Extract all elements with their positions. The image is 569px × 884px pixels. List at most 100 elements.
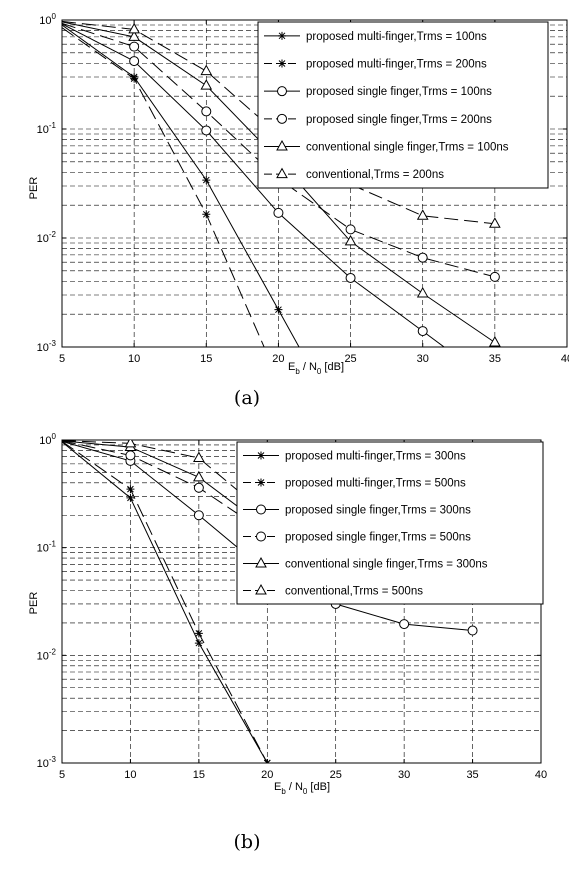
x-tick-label: 5 <box>59 353 65 365</box>
legend-label: proposed single finger,Trms = 200ns <box>306 114 492 126</box>
triangle-marker <box>276 139 288 151</box>
circle-marker <box>417 326 428 337</box>
circle-marker <box>467 625 478 636</box>
y-tick-label: 10-3 <box>37 755 57 770</box>
legend-box <box>257 21 549 189</box>
circle-marker <box>277 86 287 97</box>
triangle-marker <box>489 217 501 228</box>
star-marker <box>278 59 286 68</box>
legend-item: conventional single finger,Trms = 300ns <box>243 556 488 571</box>
triangle-marker <box>200 64 213 76</box>
plot-area <box>61 19 568 348</box>
star-marker <box>278 31 286 40</box>
legend-label: proposed single finger,Trms = 100ns <box>306 86 492 98</box>
data-point <box>344 234 357 246</box>
triangle-marker <box>416 286 429 298</box>
star-marker <box>274 305 283 314</box>
x-tick-label: 40 <box>561 353 569 365</box>
data-point <box>200 64 213 76</box>
triangle-marker <box>489 335 501 347</box>
circle-marker <box>273 207 284 218</box>
legend-label: conventional,Trms = 200ns <box>306 169 444 181</box>
triangle-marker <box>200 79 213 90</box>
data-point <box>194 639 203 648</box>
x-tick-label: 25 <box>330 769 342 781</box>
chart-panel-a: 5 10 15 20 25 30 35 40 100 10-1 10-2 10-3 Eb / N0 [d… <box>28 12 569 409</box>
star-marker <box>202 176 211 185</box>
triangle-marker <box>128 30 140 41</box>
x-tick-label: 25 <box>344 353 356 365</box>
x-tick-label: 20 <box>261 769 273 781</box>
triangle-marker <box>255 583 267 595</box>
circle-marker <box>201 106 212 117</box>
data-point <box>126 493 135 502</box>
x-tick-label: 30 <box>417 353 429 365</box>
triangle-marker <box>193 451 205 463</box>
data-point <box>193 451 205 463</box>
data-point <box>129 56 140 67</box>
figure-caption: (b) <box>234 831 261 853</box>
circle-marker <box>125 450 136 461</box>
star-marker <box>257 478 265 487</box>
star-marker <box>194 629 203 638</box>
data-point <box>201 106 212 117</box>
data-point <box>193 510 204 521</box>
y-tick-label: 10-1 <box>37 540 57 555</box>
circle-marker <box>129 41 140 52</box>
circle-marker <box>345 224 356 235</box>
legend-item: proposed multi-finger,Trms = 100ns <box>264 31 487 43</box>
data-point <box>416 209 429 220</box>
legend-item: proposed single finger,Trms = 500ns <box>243 531 471 544</box>
data-point <box>274 305 283 314</box>
data-point <box>194 629 203 638</box>
legend-item: conventional,Trms = 500ns <box>243 583 423 598</box>
x-tick-label: 35 <box>489 353 501 365</box>
series-line <box>62 27 265 347</box>
legend-label: proposed multi-finger,Trms = 200ns <box>306 59 487 71</box>
legend-item: proposed single finger,Trms = 300ns <box>243 504 471 517</box>
legend-label: proposed multi-finger,Trms = 300ns <box>285 451 466 463</box>
y-axis-label: PER <box>28 592 40 615</box>
figure-caption: (a) <box>234 387 260 409</box>
x-tick-label: 35 <box>466 769 478 781</box>
data-point <box>273 207 284 218</box>
triangle-marker <box>124 440 137 448</box>
y-tick-label: 100 <box>39 432 56 447</box>
data-point <box>126 485 135 494</box>
star-marker <box>194 639 203 648</box>
star-marker <box>257 451 265 460</box>
star-marker <box>202 210 211 219</box>
legend-label: proposed multi-finger,Trms = 500ns <box>285 478 466 490</box>
circle-marker <box>129 56 140 67</box>
x-tick-label: 10 <box>128 353 140 365</box>
legend-item: proposed single finger,Trms = 200ns <box>264 113 492 126</box>
legend-label: conventional,Trms = 500ns <box>285 586 423 598</box>
circle-marker <box>277 113 287 124</box>
data-point <box>128 22 140 34</box>
x-tick-label: 15 <box>200 353 212 365</box>
legend-item: proposed multi-finger,Trms = 500ns <box>243 478 466 490</box>
triangle-marker <box>193 470 205 482</box>
y-tick-label: 10-1 <box>37 121 57 136</box>
x-axis-label: Eb / N0 [dB] <box>288 361 344 376</box>
data-point <box>202 176 211 185</box>
legend: proposed multi-finger,Trms = 300ns propos… <box>236 441 544 605</box>
triangle-marker <box>128 22 140 34</box>
data-point <box>467 625 478 636</box>
circle-marker <box>256 504 266 515</box>
legend-item: proposed multi-finger,Trms = 200ns <box>264 59 487 71</box>
x-tick-label: 5 <box>59 769 65 781</box>
data-point <box>345 224 356 235</box>
legend-item: proposed single finger,Trms = 100ns <box>264 86 492 98</box>
legend-label: conventional single finger,Trms = 300ns <box>285 559 488 571</box>
data-point <box>399 619 410 630</box>
legend-box <box>236 441 544 605</box>
x-axis-label: Eb / N0 [dB] <box>274 781 330 796</box>
star-marker <box>263 759 272 763</box>
data-point <box>125 450 136 461</box>
triangle-marker <box>255 556 267 568</box>
legend-item: proposed multi-finger,Trms = 300ns <box>243 451 466 463</box>
legend-item: conventional single finger,Trms = 100ns <box>264 139 509 154</box>
data-point <box>124 440 137 448</box>
